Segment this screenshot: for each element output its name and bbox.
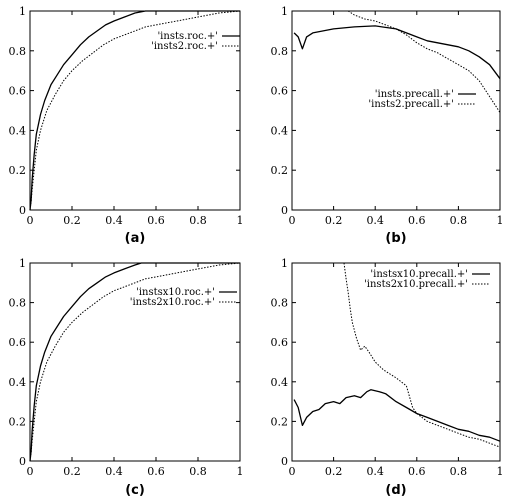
x-tick-label: 0.6 xyxy=(147,465,165,478)
x-tick-label: 0.2 xyxy=(325,465,343,478)
x-tick-label: 0.4 xyxy=(366,214,384,227)
x-tick-label: 0 xyxy=(27,214,34,227)
y-tick-label: 0.6 xyxy=(9,336,27,349)
legend-label: 'insts.precall.+' xyxy=(375,89,454,100)
panel-caption: (c) xyxy=(125,483,145,498)
series-line-2 xyxy=(343,262,501,448)
legend-label: 'instsx10.precall.+' xyxy=(370,269,468,280)
y-tick-label: 1 xyxy=(19,257,26,270)
legend-label: 'insts2x10.roc.+' xyxy=(130,297,215,308)
x-tick-label: 0.6 xyxy=(408,465,426,478)
y-tick-label: 0.2 xyxy=(9,415,27,428)
x-tick-label: 0 xyxy=(289,465,296,478)
legend-label: 'insts2.roc.+' xyxy=(151,41,218,52)
chart-panel-d: 0 0.2 0.4 0.6 0.8 1 0 0.2 0.4 0.6 0.8 1 'instsx10.pr… xyxy=(271,257,504,498)
series-line-2 xyxy=(347,10,501,113)
x-tick-label: 1 xyxy=(237,465,244,478)
plot-frame xyxy=(29,262,241,462)
x-tick-label: 1 xyxy=(497,214,504,227)
x-tick-label: 0.4 xyxy=(366,465,384,478)
plot-frame xyxy=(291,10,501,211)
y-tick-label: 1 xyxy=(19,5,26,18)
x-tick-label: 0.8 xyxy=(450,214,468,227)
y-tick-label: 0.4 xyxy=(271,124,289,137)
series-line-2 xyxy=(29,262,241,462)
x-tick-label: 0.8 xyxy=(450,465,468,478)
y-tick-label: 0.6 xyxy=(271,85,289,98)
x-tick-label: 0.8 xyxy=(189,465,207,478)
x-tick-label: 1 xyxy=(497,465,504,478)
chart-panel-b: 0 0.2 0.4 0.6 0.8 1 0 0.2 0.4 0.6 0.8 1 'insts.preca… xyxy=(271,5,504,246)
x-tick-label: 0.6 xyxy=(147,214,165,227)
y-tick-label: 0.2 xyxy=(271,415,289,428)
legend-label: 'insts2.precall.+' xyxy=(368,99,454,110)
y-tick-label: 0.6 xyxy=(271,336,289,349)
x-tick-label: 0.4 xyxy=(105,465,123,478)
y-tick-label: 0.6 xyxy=(9,85,27,98)
legend-label: 'insts.roc.+' xyxy=(157,31,218,42)
x-tick-label: 0.2 xyxy=(63,465,81,478)
y-tick-label: 0 xyxy=(281,204,288,217)
chart-panel-a: 0 0.2 0.4 0.6 0.8 1 0 0.2 0.4 0.6 0.8 1 'insts.roc.+… xyxy=(9,5,244,246)
legend-label: 'insts2x10.precall.+' xyxy=(364,279,468,290)
y-tick-label: 0.4 xyxy=(9,124,27,137)
x-tick-label: 0 xyxy=(289,214,296,227)
plot-frame xyxy=(29,10,241,211)
series-line-1 xyxy=(29,262,240,462)
x-tick-label: 0 xyxy=(27,465,34,478)
series-line-1 xyxy=(29,10,240,211)
panel-caption: (d) xyxy=(385,483,406,498)
chart-panel-c: 0 0.2 0.4 0.6 0.8 1 0 0.2 0.4 0.6 0.8 1 'instsx10.ro… xyxy=(9,257,244,498)
x-tick-label: 0.6 xyxy=(408,214,426,227)
y-tick-label: 0.2 xyxy=(9,164,27,177)
series-line-1 xyxy=(293,25,501,80)
series-line-1 xyxy=(293,389,501,442)
x-tick-label: 0.2 xyxy=(325,214,343,227)
y-tick-label: 0.4 xyxy=(271,376,289,389)
y-tick-label: 0.8 xyxy=(9,297,27,310)
x-tick-label: 0.4 xyxy=(105,214,123,227)
x-tick-label: 1 xyxy=(237,214,244,227)
x-tick-label: 0.2 xyxy=(63,214,81,227)
y-tick-label: 1 xyxy=(281,257,288,270)
y-tick-label: 0 xyxy=(19,455,26,468)
panel-caption: (b) xyxy=(385,231,406,246)
y-tick-label: 0.8 xyxy=(9,45,27,58)
y-tick-label: 1 xyxy=(281,5,288,18)
panel-caption: (a) xyxy=(125,231,146,246)
y-tick-label: 0.2 xyxy=(271,164,289,177)
y-tick-label: 0.4 xyxy=(9,376,27,389)
legend-label: 'instsx10.roc.+' xyxy=(136,287,215,298)
y-tick-label: 0.8 xyxy=(271,297,289,310)
y-tick-label: 0 xyxy=(19,204,26,217)
y-tick-label: 0.8 xyxy=(271,45,289,58)
y-tick-label: 0 xyxy=(281,455,288,468)
x-tick-label: 0.8 xyxy=(189,214,207,227)
plot-frame xyxy=(291,262,501,462)
series-line-2 xyxy=(29,10,241,211)
